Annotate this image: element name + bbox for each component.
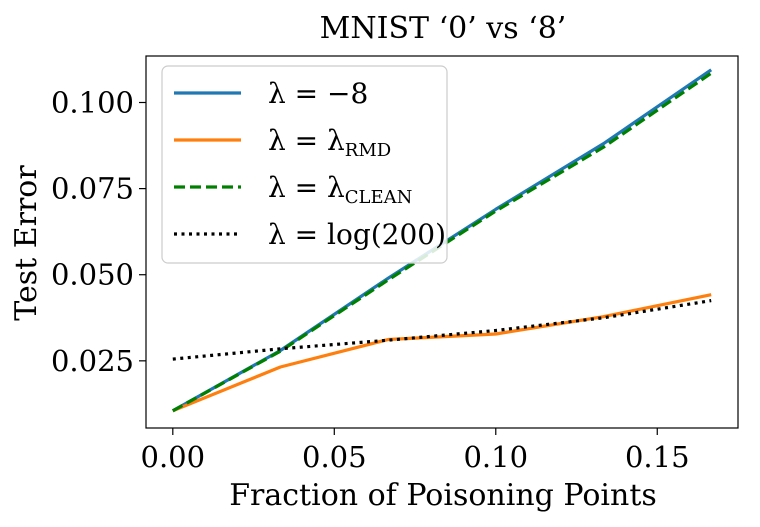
legend-label-0: λ = −8: [268, 77, 368, 110]
series-line-3: [172, 299, 712, 361]
plot-frame: [145, 55, 739, 429]
legend-label-3: λ = log(200): [268, 218, 446, 251]
y-axis-label: Test Error: [9, 165, 44, 321]
legend-label-2: λ = λCLEAN: [268, 171, 412, 208]
series-line-2: [172, 71, 713, 413]
y-tick-label: 0.075: [51, 172, 134, 206]
y-tick-label: 0.050: [51, 258, 134, 292]
x-axis-label: Fraction of Poisoning Points: [229, 478, 657, 513]
y-tick-label: 0.100: [51, 86, 134, 120]
x-tick-label: 0.15: [625, 440, 690, 474]
x-tick-label: 0.05: [302, 440, 367, 474]
legend: λ = −8 λ = λRMD λ = λCLEAN λ = log(200): [161, 65, 448, 264]
legend-box: [161, 65, 448, 264]
chart-title: MNIST ‘0’ vs ‘8’: [320, 11, 567, 46]
x-tick-label: 0.00: [141, 440, 206, 474]
x-tick-label: 0.10: [463, 440, 528, 474]
legend-label-1: λ = λRMD: [268, 124, 391, 161]
y-tick-label: 0.025: [51, 344, 134, 378]
